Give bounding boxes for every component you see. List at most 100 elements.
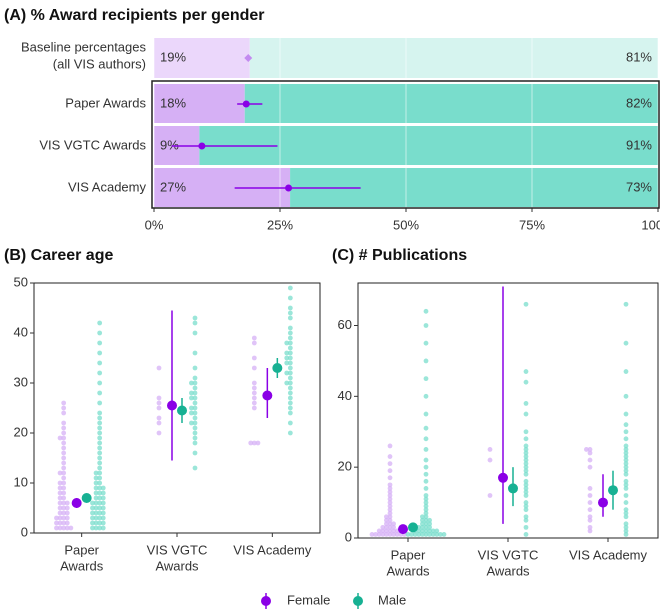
data-point bbox=[61, 500, 67, 506]
data-point bbox=[156, 400, 162, 406]
data-point bbox=[251, 365, 257, 371]
data-point bbox=[61, 490, 67, 496]
mean-marker bbox=[244, 54, 253, 62]
data-point bbox=[523, 457, 529, 463]
data-point bbox=[623, 507, 629, 513]
data-point bbox=[523, 500, 529, 505]
x-tick-label: VIS VGTC bbox=[478, 547, 539, 562]
data-point bbox=[100, 525, 106, 531]
mean-point bbox=[71, 498, 82, 508]
data-point bbox=[394, 532, 400, 537]
data-point bbox=[192, 380, 198, 386]
data-point bbox=[156, 395, 162, 401]
data-point bbox=[420, 517, 425, 523]
data-point bbox=[97, 420, 103, 426]
data-point bbox=[376, 532, 382, 537]
data-point bbox=[192, 320, 198, 326]
data-point bbox=[54, 520, 59, 526]
data-point bbox=[61, 520, 67, 526]
data-point bbox=[57, 525, 63, 531]
data-point bbox=[623, 340, 629, 346]
mean-point bbox=[262, 390, 273, 401]
bar bbox=[244, 84, 658, 123]
data-point bbox=[387, 489, 393, 495]
row-label: Paper Awards bbox=[65, 95, 146, 110]
data-point bbox=[423, 517, 429, 523]
data-point bbox=[189, 390, 194, 396]
data-point bbox=[523, 486, 529, 491]
data-point bbox=[97, 380, 103, 386]
mean-point bbox=[408, 522, 418, 533]
data-point bbox=[423, 436, 429, 442]
data-point bbox=[156, 365, 162, 371]
data-point bbox=[587, 500, 593, 505]
data-point bbox=[284, 360, 290, 366]
data-point bbox=[287, 390, 293, 396]
data-point bbox=[523, 447, 529, 452]
data-point bbox=[57, 500, 63, 506]
mean-point bbox=[167, 400, 177, 411]
data-point bbox=[248, 440, 254, 446]
data-point bbox=[61, 420, 67, 426]
data-point bbox=[427, 521, 432, 527]
data-point bbox=[287, 350, 293, 356]
data-point bbox=[90, 520, 95, 526]
data-point bbox=[623, 524, 629, 530]
data-point bbox=[523, 489, 529, 495]
data-point bbox=[523, 443, 529, 449]
data-point bbox=[61, 445, 67, 451]
y-tick-label: 30 bbox=[14, 374, 28, 389]
y-tick-label: 50 bbox=[14, 274, 28, 289]
data-point bbox=[251, 405, 257, 411]
data-point bbox=[97, 510, 103, 516]
data-point bbox=[192, 440, 198, 446]
data-point bbox=[412, 532, 418, 537]
data-point bbox=[623, 429, 629, 435]
data-point bbox=[584, 447, 589, 452]
data-point bbox=[423, 524, 429, 530]
data-point bbox=[100, 490, 106, 496]
data-point bbox=[93, 500, 99, 506]
data-point bbox=[192, 405, 198, 411]
data-point bbox=[192, 465, 198, 471]
data-point bbox=[61, 505, 67, 511]
value-label: 27% bbox=[160, 179, 186, 194]
data-point bbox=[623, 468, 629, 474]
data-point bbox=[623, 514, 629, 520]
value-label: 91% bbox=[626, 137, 652, 152]
data-point bbox=[61, 440, 67, 446]
data-point bbox=[61, 495, 67, 501]
data-point bbox=[100, 500, 106, 506]
data-point bbox=[97, 425, 103, 431]
data-point bbox=[384, 532, 389, 537]
data-point bbox=[423, 393, 429, 399]
data-point bbox=[97, 400, 103, 406]
data-point bbox=[61, 475, 67, 481]
data-point bbox=[623, 436, 629, 442]
data-point bbox=[57, 510, 63, 516]
data-point bbox=[57, 435, 63, 441]
data-point bbox=[287, 360, 293, 366]
data-point bbox=[287, 365, 293, 371]
data-point bbox=[384, 528, 389, 534]
data-point bbox=[192, 365, 198, 371]
data-point bbox=[192, 390, 198, 396]
data-point bbox=[93, 470, 99, 476]
data-point bbox=[97, 370, 103, 376]
data-point bbox=[623, 510, 629, 516]
data-point bbox=[387, 503, 393, 509]
data-point bbox=[384, 517, 389, 523]
data-point bbox=[423, 486, 429, 491]
data-point bbox=[57, 515, 63, 521]
data-point bbox=[64, 515, 70, 521]
data-point bbox=[97, 460, 103, 466]
x-tick-label: Paper bbox=[391, 547, 426, 562]
data-point bbox=[387, 521, 393, 527]
data-point bbox=[93, 495, 99, 501]
data-point bbox=[57, 520, 63, 526]
data-point bbox=[287, 310, 293, 316]
data-point bbox=[623, 532, 629, 537]
data-point bbox=[93, 475, 99, 481]
data-point bbox=[523, 532, 529, 537]
data-point bbox=[287, 400, 293, 406]
